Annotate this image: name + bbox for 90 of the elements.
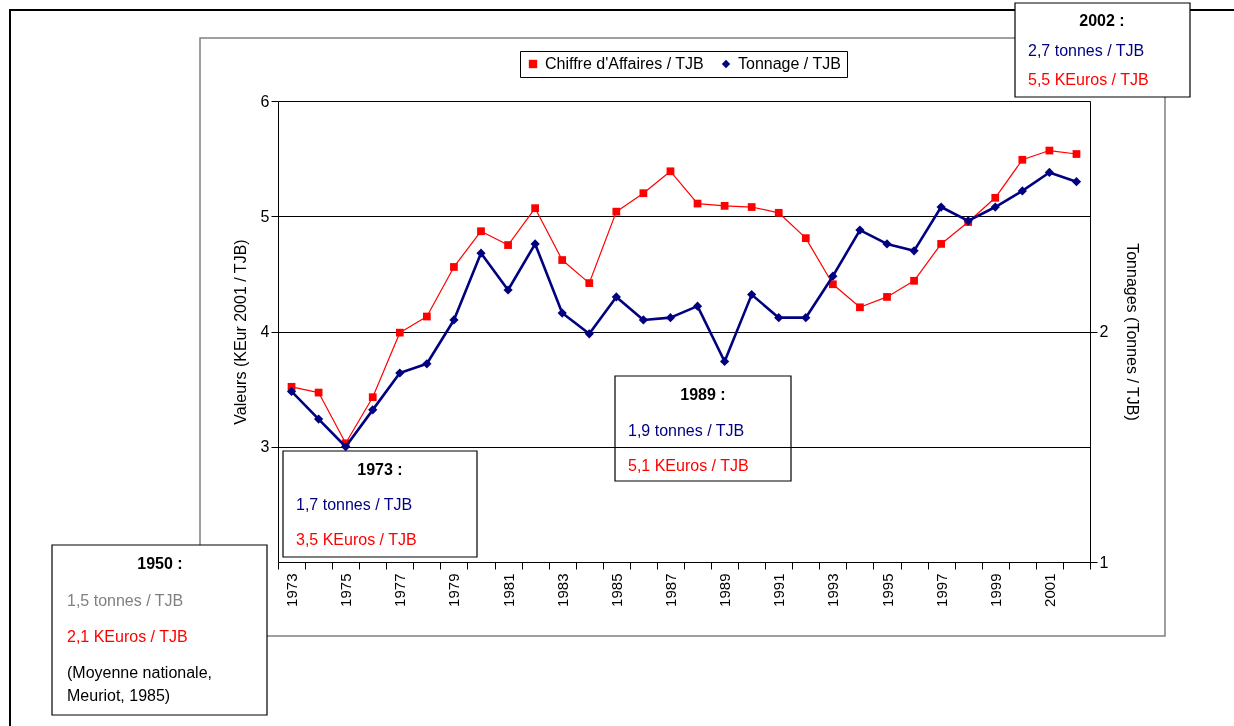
- text: 5,5 KEuros / TJB: [1028, 71, 1149, 88]
- point: [883, 293, 891, 301]
- x-tick-label: 1991: [770, 573, 788, 607]
- point: [1018, 155, 1027, 164]
- point: [558, 256, 567, 264]
- y-tick-label: 6: [260, 92, 270, 110]
- point: [1044, 167, 1055, 178]
- point: [313, 414, 324, 424]
- text: 1,5 tonnes / TJB: [67, 592, 184, 609]
- text: 2002 :: [1079, 12, 1125, 29]
- text: 2,1 KEuros / TJB: [67, 628, 188, 645]
- point: [936, 202, 946, 212]
- point: [368, 393, 377, 402]
- point: [477, 227, 485, 236]
- x-tick-label: 1993: [824, 573, 842, 607]
- annotation: 1,9 tonnes / TJB: [628, 422, 745, 439]
- point: [855, 225, 865, 235]
- x-tick-label: 1995: [878, 573, 896, 607]
- x-tick-label: 1985: [607, 573, 625, 607]
- point: [666, 167, 675, 176]
- point: [801, 313, 811, 323]
- point: [774, 208, 783, 217]
- x-tick-label: 1981: [499, 573, 517, 607]
- annotation: 1,7 tonnes / TJB: [296, 496, 413, 513]
- x-tick-label: 1999: [986, 573, 1004, 607]
- point: [422, 359, 432, 369]
- point: [503, 285, 513, 295]
- point: [747, 290, 757, 300]
- point: [990, 202, 1000, 212]
- point: [476, 248, 486, 258]
- point: [395, 328, 404, 337]
- y-tick-label: 3: [260, 438, 270, 456]
- x-tick-label: 1979: [445, 573, 463, 607]
- point: [504, 241, 512, 249]
- point: [1071, 177, 1082, 187]
- point: [530, 239, 540, 249]
- y2-tick-label: 2: [1099, 323, 1109, 340]
- point: [937, 240, 946, 248]
- point: [719, 356, 730, 367]
- point: [368, 405, 378, 415]
- point: [882, 239, 892, 249]
- point: [557, 308, 567, 318]
- x-tick-label: 1975: [337, 573, 355, 607]
- x-tick-label: 1983: [553, 573, 571, 607]
- point: [720, 202, 729, 210]
- point: [531, 204, 540, 213]
- point: [612, 207, 621, 216]
- point: [1072, 150, 1081, 158]
- text: (Moyenne nationale, Meuriot, 1985): [67, 664, 212, 704]
- point: [585, 279, 594, 287]
- annotation: 5,1 KEuros / TJB: [628, 457, 749, 474]
- y2-tick-label: 1: [1099, 553, 1109, 571]
- point: [747, 203, 756, 211]
- y-tick-label: 5: [260, 207, 270, 225]
- annotation: 1989 :: [680, 386, 726, 403]
- point: [991, 193, 1000, 202]
- point: [286, 386, 297, 397]
- point: [449, 315, 459, 325]
- x-tick-label: 1997: [932, 573, 950, 607]
- point: [422, 312, 431, 321]
- point: [665, 313, 676, 323]
- y-tick-label: 4: [260, 323, 270, 340]
- x-tick-label: 1973: [283, 573, 301, 607]
- point: [828, 271, 838, 281]
- point: [1017, 186, 1027, 196]
- point: [611, 292, 621, 302]
- text: 2,7 tonnes / TJB: [1028, 42, 1145, 59]
- point: [639, 189, 648, 198]
- annotation: 3,5 KEuros / TJB: [296, 531, 417, 548]
- annotation: 1973 :: [357, 461, 403, 478]
- point: [584, 329, 594, 339]
- point: [638, 315, 649, 325]
- point: [774, 313, 784, 323]
- point: [910, 276, 918, 285]
- x-tick-label: 1989: [716, 573, 734, 607]
- point: [341, 442, 351, 452]
- point: [450, 263, 458, 271]
- point: [856, 303, 864, 312]
- x-tick-label: 1977: [391, 573, 409, 607]
- point: [692, 301, 703, 311]
- x-tick-label: 2001: [1040, 573, 1058, 607]
- y2-axis-title: Tonnages (Tonnes / TJB): [1124, 243, 1142, 421]
- y-axis-title: Valeurs (KEur 2001 / TJB): [231, 239, 249, 425]
- x-tick-label: 1987: [661, 573, 679, 607]
- legend-label: Chiffre d'Affaires / TJB: [545, 55, 704, 72]
- point: [909, 246, 919, 256]
- point: [395, 368, 405, 378]
- text: 1950 :: [137, 555, 183, 572]
- point: [801, 234, 810, 243]
- legend-label: Tonnage / TJB: [738, 55, 841, 72]
